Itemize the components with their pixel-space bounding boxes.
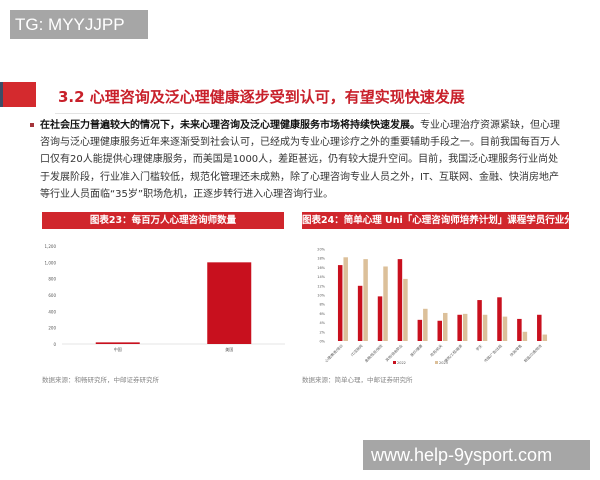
y-tick-label: 8% — [319, 303, 325, 307]
x-tick-label: 制造/交通/物流 — [523, 343, 543, 363]
bar-2022 — [517, 318, 522, 341]
divider — [55, 113, 430, 114]
section-marker-strip — [0, 82, 3, 107]
y-tick-label: 4% — [319, 321, 325, 325]
x-tick-label: 心理/教育/培训 — [324, 343, 344, 363]
bar-2023 — [482, 314, 488, 341]
y-tick-label: 18% — [317, 257, 325, 261]
bar-2022 — [397, 259, 403, 341]
y-tick-label: 600 — [48, 293, 56, 298]
chart24-title: 图表24：简单心理 Uni「心理咨询师培养计划」课程学员行业分布 — [302, 212, 583, 229]
bar-2022 — [477, 300, 482, 341]
x-tick-label: 其他/自由职业 — [384, 343, 404, 363]
legend-label: 2023 — [439, 361, 448, 365]
y-tick-label: 20% — [317, 248, 325, 252]
y-tick-label: 0% — [319, 340, 325, 344]
y-tick-label: 1,200 — [45, 244, 57, 249]
bullet-icon — [30, 123, 34, 127]
bar-2023 — [462, 313, 468, 341]
bar-2023 — [403, 278, 408, 341]
section-marker — [0, 82, 36, 107]
y-tick-label: 2% — [319, 330, 325, 334]
bar-2023 — [522, 331, 528, 341]
bar-2023 — [343, 257, 348, 341]
chart24-source: 数据来源：简单心理，中邮证券研究所 — [302, 376, 413, 384]
x-tick-label: 快消/零售 — [509, 343, 524, 358]
watermark-bottom: www.help-9ysport.com — [363, 440, 590, 470]
x-tick-label: 传媒/广告/出版 — [483, 343, 503, 363]
bar-2022 — [537, 314, 542, 341]
y-tick-label: 10% — [317, 294, 325, 298]
legend-swatch — [435, 361, 438, 364]
bar-2023 — [383, 266, 388, 341]
x-tick-label: 医疗/健康 — [409, 343, 424, 358]
body-text: 专业心理治疗资源紧缺，但心理咨询与泛心理健康服务近年来逐渐受到社会认可，已经成为… — [40, 120, 560, 200]
bar-2023 — [542, 334, 548, 341]
y-tick-label: 400 — [48, 309, 56, 314]
bar-2023 — [502, 316, 508, 341]
x-tick-label: 政府/机关 — [429, 343, 444, 358]
bar-2022 — [377, 296, 383, 341]
x-tick-label: IT/互联网 — [350, 343, 364, 357]
watermark-top: TG: MYYJJPP — [10, 10, 148, 39]
legend-swatch — [393, 361, 396, 364]
bar — [207, 262, 252, 344]
y-tick-label: 800 — [48, 277, 56, 282]
y-tick-label: 12% — [317, 284, 325, 288]
chart23-source: 数据来源：和畅研究所，中邮证券研究所 — [42, 376, 159, 384]
bar-2022 — [337, 265, 343, 341]
body-bold: 在社会压力普遍较大的情况下，未来心理咨询及泛心理健康服务市场将持续快速发展。 — [40, 120, 420, 131]
y-tick-label: 1,000 — [45, 260, 57, 265]
body-paragraph: 在社会压力普遍较大的情况下，未来心理咨询及泛心理健康服务市场将持续快速发展。专业… — [40, 117, 562, 203]
bar-2022 — [457, 314, 462, 341]
y-tick-label: 16% — [317, 266, 325, 270]
bar — [95, 342, 140, 344]
bar-2023 — [423, 308, 428, 341]
x-tick-label: 美国 — [225, 346, 233, 352]
y-tick-label: 14% — [317, 275, 325, 279]
bar-2023 — [443, 312, 448, 341]
bar-2022 — [417, 319, 423, 341]
chart23-title: 图表23：每百万人心理咨询师数量 — [42, 212, 284, 229]
y-tick-label: 200 — [48, 326, 56, 331]
y-tick-label: 6% — [319, 312, 325, 316]
bar-2022 — [497, 297, 502, 341]
section-title: 3.2 心理咨询及泛心理健康逐步受到认可，有望实现快速发展 — [58, 88, 465, 106]
x-tick-label: 金融/投资/保险 — [363, 343, 383, 363]
bar-2023 — [363, 259, 368, 341]
bar-2022 — [357, 285, 363, 341]
bar-2022 — [437, 320, 442, 341]
legend-label: 2022 — [397, 361, 406, 365]
x-tick-label: 学生 — [475, 343, 484, 352]
x-tick-label: 中国 — [114, 346, 122, 352]
y-tick-label: 0 — [53, 342, 56, 347]
